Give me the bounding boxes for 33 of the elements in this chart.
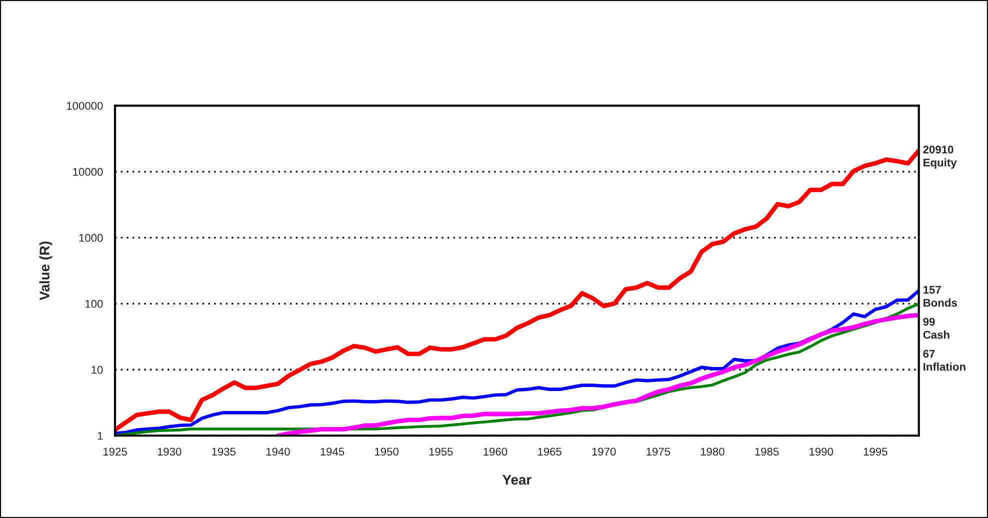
y-tick-label: 1 [98, 432, 103, 440]
line-series [276, 312, 919, 436]
x-tick-label: 1945 [320, 448, 344, 456]
x-tick-label: 1965 [538, 448, 562, 456]
y-tick-label: 10 [92, 366, 103, 374]
x-tick-label: 1970 [592, 448, 616, 456]
y-tick-label: 100000 [66, 102, 103, 110]
x-tick-label: 1975 [646, 448, 670, 456]
series-label: Equity [924, 158, 957, 169]
x-axis-title: Year [502, 474, 532, 485]
y-tick-label: 100 [86, 300, 103, 308]
x-tick-label: 1955 [429, 448, 453, 456]
line-series [115, 148, 919, 432]
text: Cash [923, 330, 950, 339]
x-tick-label: 1980 [700, 448, 724, 456]
x-tick-label: 1950 [375, 448, 398, 456]
x-tick-label: 1935 [212, 448, 236, 456]
data-label: 67 [923, 350, 935, 358]
y-axis-title: Value (R) [39, 242, 52, 300]
x-tick-label: 1925 [103, 448, 127, 456]
y-tick-label: 1000 [79, 234, 103, 242]
x-tick-label: 1990 [810, 448, 833, 456]
x-tick-label: 1985 [755, 448, 779, 456]
text: Inflation [924, 362, 966, 371]
x-tick-label: 1995 [864, 448, 888, 456]
x-tick-label: 1930 [158, 448, 182, 456]
x-tick-label: 1940 [266, 448, 290, 456]
data-label: 20910 [923, 146, 954, 154]
x-tick-label: 1960 [484, 448, 508, 456]
data-label: 157 [924, 286, 941, 294]
data-label: 99 [923, 318, 935, 326]
y-tick-label: 10000 [73, 168, 103, 176]
series-label: Bonds [924, 298, 957, 307]
